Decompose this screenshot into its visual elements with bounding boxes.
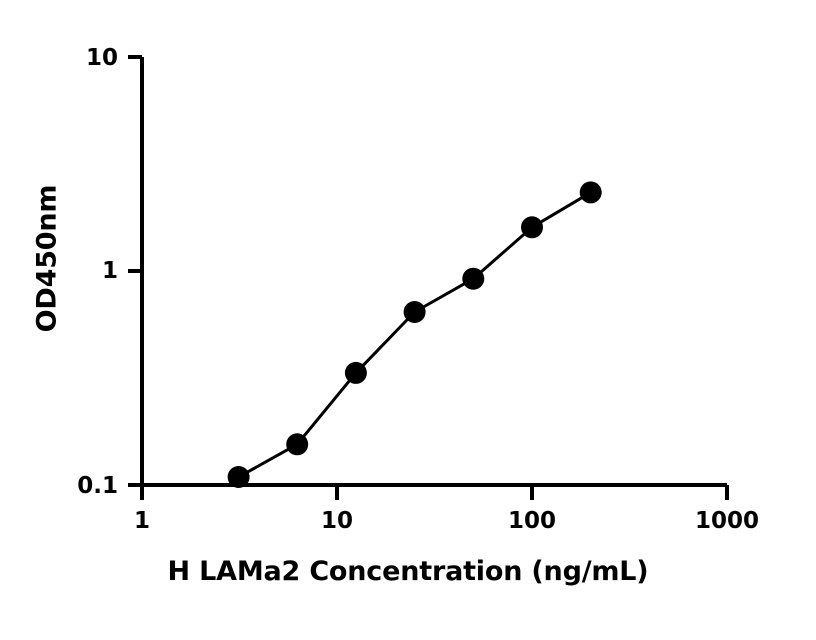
y-axis-title: OD450nm (31, 184, 63, 333)
y-axis-ticks (128, 55, 142, 487)
x-axis-ticks (140, 485, 729, 500)
data-point (462, 267, 485, 290)
y-tick-label-10: 10 (85, 45, 118, 71)
data-point (227, 466, 250, 488)
x-tick-label-1000: 1000 (694, 508, 760, 534)
data-point-group (227, 181, 602, 488)
y-tick-label-0-1: 0.1 (77, 473, 118, 499)
x-tick-label-1: 1 (133, 508, 151, 534)
data-point (344, 361, 367, 384)
x-axis-title: H LAMa2 Concentration (ng/mL) (167, 556, 649, 587)
y-tick-label-1: 1 (101, 258, 118, 284)
x-tick-label-10: 10 (320, 508, 354, 534)
x-tick-label-100: 100 (507, 508, 557, 534)
data-point (286, 433, 309, 456)
data-point (403, 301, 426, 323)
data-point (521, 216, 543, 239)
data-point (579, 181, 602, 204)
